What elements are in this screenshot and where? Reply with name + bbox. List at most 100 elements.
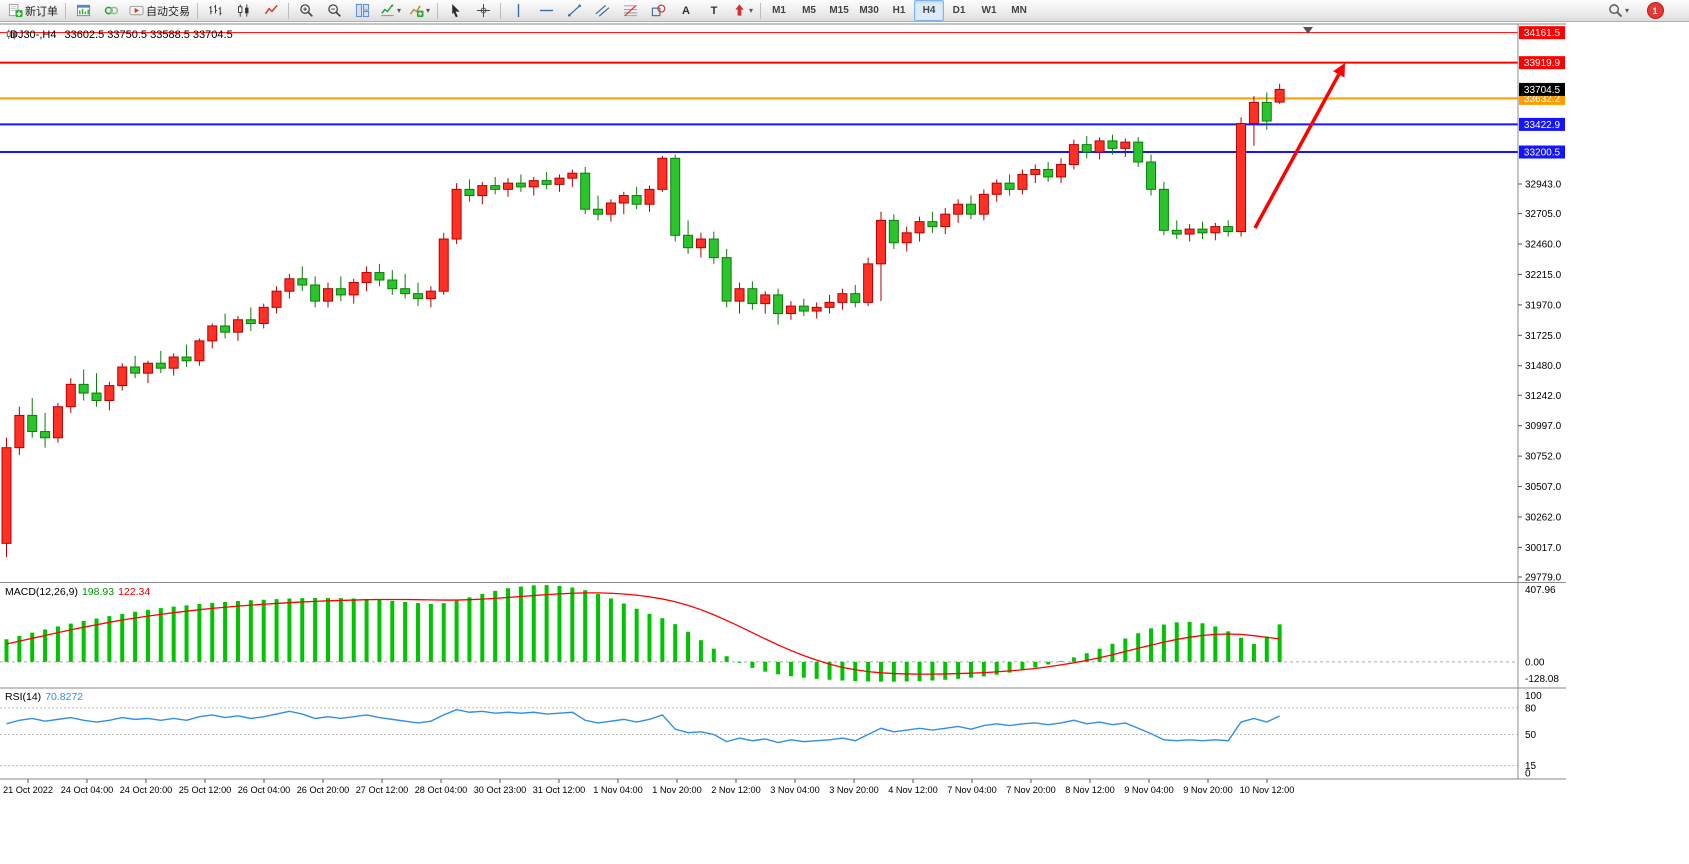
- macd-panel[interactable]: [0, 585, 1518, 682]
- cursor-icon: [448, 3, 463, 18]
- price-axis-label: 32943.0: [1525, 180, 1562, 191]
- candle-up: [760, 294, 771, 305]
- cursor-button[interactable]: [441, 0, 469, 21]
- rsi-panel[interactable]: [0, 707, 1518, 767]
- timeframe-h4-button[interactable]: H4: [914, 0, 945, 21]
- charts-grid-button[interactable]: [69, 0, 97, 21]
- candle-up: [1236, 123, 1247, 233]
- linechart-icon: [264, 3, 279, 18]
- text-button[interactable]: A: [672, 0, 700, 21]
- candle-up: [503, 182, 514, 190]
- candle-down: [708, 238, 719, 259]
- price-axis[interactable]: 32943.0 32705.0 32460.0 32215.0 31970.0 31725…: [1518, 26, 1565, 780]
- candle-up: [875, 219, 886, 265]
- hline-price-badge: 33919.9: [1519, 56, 1565, 70]
- chart-window[interactable]: 32943.0 32705.0 32460.0 32215.0 31970.0 31725…: [0, 22, 1689, 864]
- timeframe-m5-button[interactable]: M5: [794, 0, 824, 21]
- crosshair-icon: [476, 3, 491, 18]
- timeframe-m15-button[interactable]: M15: [824, 0, 854, 21]
- chart-bars-button[interactable]: [201, 0, 229, 21]
- chart-candles-button[interactable]: [229, 0, 257, 21]
- trend-line-button[interactable]: [560, 0, 588, 21]
- arrows-icon: [732, 3, 747, 18]
- indicators-button[interactable]: ▾: [376, 0, 405, 21]
- candle-down: [464, 188, 475, 197]
- timeframe-d1-button[interactable]: D1: [944, 0, 974, 21]
- candle-up: [271, 290, 282, 308]
- chart-line-button[interactable]: [257, 0, 285, 21]
- candle-up: [361, 272, 372, 283]
- notifications-button[interactable]: 1: [1641, 0, 1669, 21]
- candle-down: [798, 305, 809, 312]
- candle-up: [1056, 163, 1067, 178]
- timeframe-h1-button[interactable]: H1: [884, 0, 914, 21]
- time-axis-label: 26 Oct 04:00: [238, 785, 291, 795]
- search-button[interactable]: ▾: [1604, 0, 1633, 21]
- candle-down: [670, 157, 681, 236]
- time-axis-label: 9 Nov 04:00: [1124, 785, 1174, 795]
- time-axis-label: 3 Nov 04:00: [770, 785, 820, 795]
- candle-up: [232, 319, 243, 333]
- zoomin-icon: [299, 3, 314, 18]
- equidistant-channel-button[interactable]: [588, 0, 616, 21]
- price-axis-label: 31970.0: [1525, 300, 1562, 311]
- new-order-button[interactable]: 新订单: [4, 0, 62, 21]
- candle-up: [605, 202, 616, 215]
- candle-up: [451, 188, 462, 240]
- candle-up: [1017, 173, 1028, 190]
- zoom-out-button[interactable]: [320, 0, 348, 21]
- candle-down: [335, 288, 346, 296]
- arrows-button[interactable]: ▾: [728, 0, 757, 21]
- candle-down: [220, 325, 231, 333]
- new-order-label: 新订单: [25, 5, 58, 18]
- svg-text:34161.5: 34161.5: [1524, 28, 1561, 39]
- time-axis[interactable]: 21 Oct 2022 24 Oct 04:00 24 Oct 20:00 25 Oc…: [3, 779, 1294, 795]
- trend-arrow-annotation[interactable]: [1253, 63, 1345, 229]
- candle-up: [425, 290, 436, 300]
- tile-windows-button[interactable]: [348, 0, 376, 21]
- chart-canvas[interactable]: 32943.0 32705.0 32460.0 32215.0 31970.0 31725…: [0, 22, 1689, 864]
- timeframe-label: W1: [981, 5, 997, 16]
- candle-up: [940, 213, 951, 228]
- price-axis-label: 30507.0: [1525, 482, 1562, 493]
- horizontal-line-button[interactable]: [532, 0, 560, 21]
- zoom-in-button[interactable]: [292, 0, 320, 21]
- candle-down: [927, 221, 938, 228]
- scroll-to-end-marker[interactable]: [1303, 27, 1313, 34]
- time-axis-label: 10 Nov 12:00: [1240, 785, 1295, 795]
- shapes-button[interactable]: [644, 0, 672, 21]
- candle-down: [310, 284, 321, 302]
- timeframe-label: MN: [1011, 5, 1027, 16]
- candlestick-series[interactable]: [1, 83, 1285, 557]
- text-label-glyph: T: [710, 4, 718, 17]
- autotrading-label: 自动交易: [146, 5, 190, 18]
- autotrading-button[interactable]: 自动交易: [125, 0, 194, 21]
- timeframe-mn-button[interactable]: MN: [1004, 0, 1034, 21]
- search-icon: [1608, 3, 1623, 18]
- timeframe-w1-button[interactable]: W1: [974, 0, 1004, 21]
- candle-up: [644, 188, 655, 205]
- rsi-scale-label: 15: [1525, 761, 1537, 772]
- crosshair-button[interactable]: [469, 0, 497, 21]
- quotes-button[interactable]: [97, 0, 125, 21]
- time-axis-label: 26 Oct 20:00: [297, 785, 350, 795]
- candle-down: [155, 362, 166, 369]
- candle-up: [117, 366, 128, 387]
- price-axis-label: 30262.0: [1525, 513, 1562, 524]
- vertical-line-button[interactable]: [504, 0, 532, 21]
- add-indicator-button[interactable]: ▾: [405, 0, 434, 21]
- rsi-scale-label: 50: [1525, 730, 1537, 741]
- horizontal-line-objects[interactable]: [0, 32, 1518, 154]
- toolbar-separator: [197, 2, 198, 19]
- candle-up: [734, 288, 745, 302]
- candle-up: [554, 177, 565, 185]
- candle-up: [52, 406, 63, 439]
- timeframe-m30-button[interactable]: M30: [854, 0, 884, 21]
- text-label-button[interactable]: T: [700, 0, 728, 21]
- timeframe-m1-button[interactable]: M1: [764, 0, 794, 21]
- price-axis-label: 31480.0: [1525, 361, 1562, 372]
- candle-down: [490, 185, 501, 190]
- fibonacci-button[interactable]: [616, 0, 644, 21]
- time-axis-label: 4 Nov 12:00: [888, 785, 938, 795]
- price-axis-label: 29779.0: [1525, 572, 1562, 583]
